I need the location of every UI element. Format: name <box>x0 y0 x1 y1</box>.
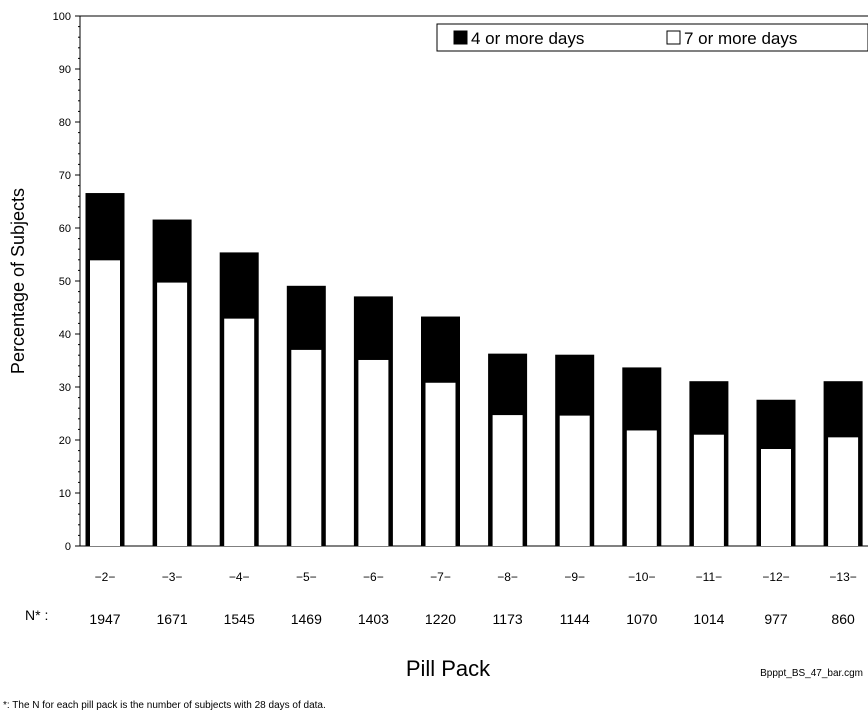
legend-box <box>436 23 868 52</box>
n-value: 977 <box>764 611 788 627</box>
n-value: 1144 <box>560 611 590 627</box>
y-tick-label: 100 <box>53 11 71 23</box>
bar-7-or-more-days <box>761 449 791 546</box>
n-value: 1014 <box>693 611 724 627</box>
bar-7-or-more-days <box>693 434 724 546</box>
n-row: 1947 1671 1545 1469 1403 1220 1173 1144 1070 1014… <box>89 611 855 627</box>
n-value: 1469 <box>291 611 322 627</box>
n-value: 1545 <box>224 611 255 627</box>
x-tick-label: −7− <box>430 570 451 584</box>
bar-7-or-more-days <box>828 437 859 546</box>
x-tick-label: −9− <box>564 570 585 584</box>
y-tick-label: 90 <box>59 64 71 76</box>
bar-7-or-more-days <box>90 260 120 546</box>
x-axis-label: Pill Pack <box>406 656 491 681</box>
x-tick-label: −4− <box>229 570 250 584</box>
legend-label-7-or-more-days: 7 or more days <box>684 29 797 48</box>
y-tick-label: 0 <box>65 541 71 553</box>
x-tick-label: −3− <box>162 570 183 584</box>
y-tick-label: 20 <box>59 435 71 447</box>
legend-label-4-or-more-days: 4 or more days <box>471 29 584 48</box>
bar-7-or-more-days <box>492 415 523 546</box>
n-value: 1220 <box>425 611 456 627</box>
n-value: 1947 <box>89 611 120 627</box>
bar-7-or-more-days <box>224 318 255 546</box>
bars <box>85 193 863 547</box>
legend-swatch-7-or-more-days <box>666 30 681 45</box>
y-tick-label: 80 <box>59 117 71 129</box>
y-tick-label: 30 <box>59 382 71 394</box>
plot-area <box>79 15 868 547</box>
n-value: 1403 <box>358 611 389 627</box>
file-label: Bpppt_BS_47_bar.cgm <box>760 668 863 679</box>
x-axis: −2− −3− −4− −5− −6− −7− −8− −9− −10− −11− −12− −13− <box>95 570 857 584</box>
bar-7-or-more-days <box>358 359 389 546</box>
bar-7-or-more-days <box>626 430 657 546</box>
bar-7-or-more-days <box>157 282 188 546</box>
plot-frame <box>79 15 868 547</box>
x-tick-label: −6− <box>363 570 384 584</box>
x-tick-label: −10− <box>628 570 655 584</box>
y-tick-label: 50 <box>59 276 71 288</box>
legend: 4 or more days 7 or more days <box>436 23 868 52</box>
legend-swatch-4-or-more-days <box>453 30 468 45</box>
y-axis: 0 10 20 30 40 50 60 70 80 90 100 <box>53 11 80 553</box>
n-value: 1173 <box>493 611 523 627</box>
x-tick-label: −12− <box>762 570 789 584</box>
footnote: *: The N for each pill pack is the numbe… <box>3 700 326 711</box>
x-tick-label: −11− <box>696 570 722 584</box>
x-tick-label: −5− <box>296 570 317 584</box>
x-tick-label: −2− <box>95 570 116 584</box>
n-value: 1671 <box>157 611 188 627</box>
y-tick-label: 70 <box>59 170 71 182</box>
n-value: 860 <box>831 611 855 627</box>
y-tick-label: 60 <box>59 223 71 235</box>
x-tick-label: −13− <box>829 570 856 584</box>
n-row-label: N* : <box>25 607 48 623</box>
y-tick-label: 40 <box>59 329 71 341</box>
bar-7-or-more-days <box>425 382 456 546</box>
bar-7-or-more-days <box>291 349 322 546</box>
bar-7-or-more-days <box>559 415 590 546</box>
y-tick-label: 10 <box>59 488 71 500</box>
x-tick-label: −8− <box>497 570 518 584</box>
y-axis-label: Percentage of Subjects <box>8 188 28 374</box>
n-value: 1070 <box>626 611 657 627</box>
